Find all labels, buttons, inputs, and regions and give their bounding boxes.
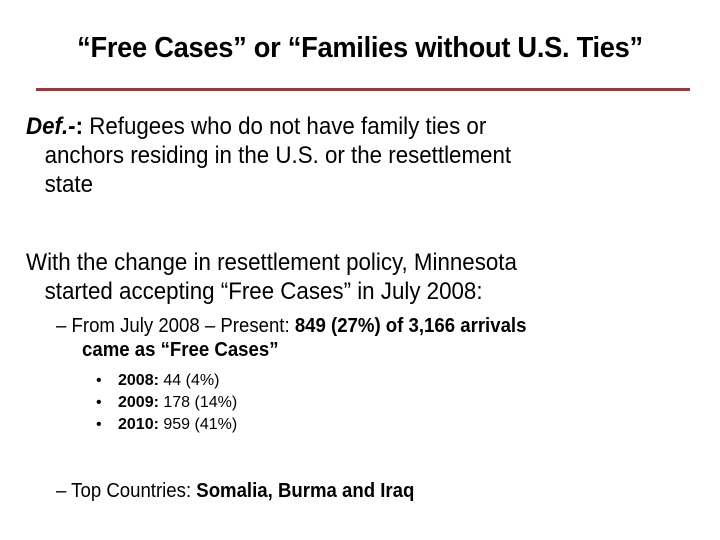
year-value: 44 (4%) [158, 372, 220, 389]
dash-bullet: – [56, 315, 67, 337]
top-countries-sub-point: – Top Countries: Somalia, Burma and Iraq [56, 479, 414, 503]
arrivals-sub-point: – From July 2008 – Present: 849 (27%) of… [56, 314, 526, 362]
definition-paragraph: Def.-: Refugees who do not have family t… [26, 112, 511, 199]
slide-title: “Free Cases” or “Families without U.S. T… [77, 32, 643, 64]
arrivals-prefix: From July 2008 – Present: [66, 315, 295, 337]
bullet-icon: • [96, 416, 102, 433]
policy-change-line1: With the change in resettlement policy, … [26, 249, 517, 276]
year-item-2008: • 2008: 44 (4%) [96, 370, 237, 392]
arrivals-stat: 849 (27%) of 3,166 arrivals [294, 315, 527, 337]
definition-label: Def.- [26, 113, 76, 140]
top-countries-list: Somalia, Burma and Iraq [196, 480, 415, 502]
year-label: 2010: [118, 416, 159, 433]
year-label: 2009: [118, 394, 159, 411]
year-item-2009: • 2009: 178 (14%) [96, 392, 237, 414]
yearly-breakdown-list: • 2008: 44 (4%) • 2009: 178 (14%) • 2010: 9… [96, 370, 237, 436]
bullet-icon: • [96, 394, 102, 411]
arrivals-stat-cont: came as “Free Cases” [82, 339, 279, 361]
definition-text-line2: anchors residing in the U.S. or the rese… [44, 142, 512, 169]
year-item-2010: • 2010: 959 (41%) [96, 414, 237, 436]
year-label: 2008: [118, 372, 159, 389]
title-divider [36, 88, 690, 91]
policy-change-line2: started accepting “Free Cases” in July 2… [44, 278, 483, 305]
year-value: 959 (41%) [158, 416, 238, 433]
top-countries-prefix: Top Countries: [66, 480, 197, 502]
bullet-icon: • [96, 372, 102, 389]
policy-change-paragraph: With the change in resettlement policy, … [26, 248, 517, 306]
definition-text-line3: state [44, 171, 93, 198]
dash-bullet: – [56, 480, 67, 502]
definition-colon: : [75, 113, 84, 140]
definition-text-line1: Refugees who do not have family ties or [83, 113, 487, 140]
year-value: 178 (14%) [158, 394, 238, 411]
